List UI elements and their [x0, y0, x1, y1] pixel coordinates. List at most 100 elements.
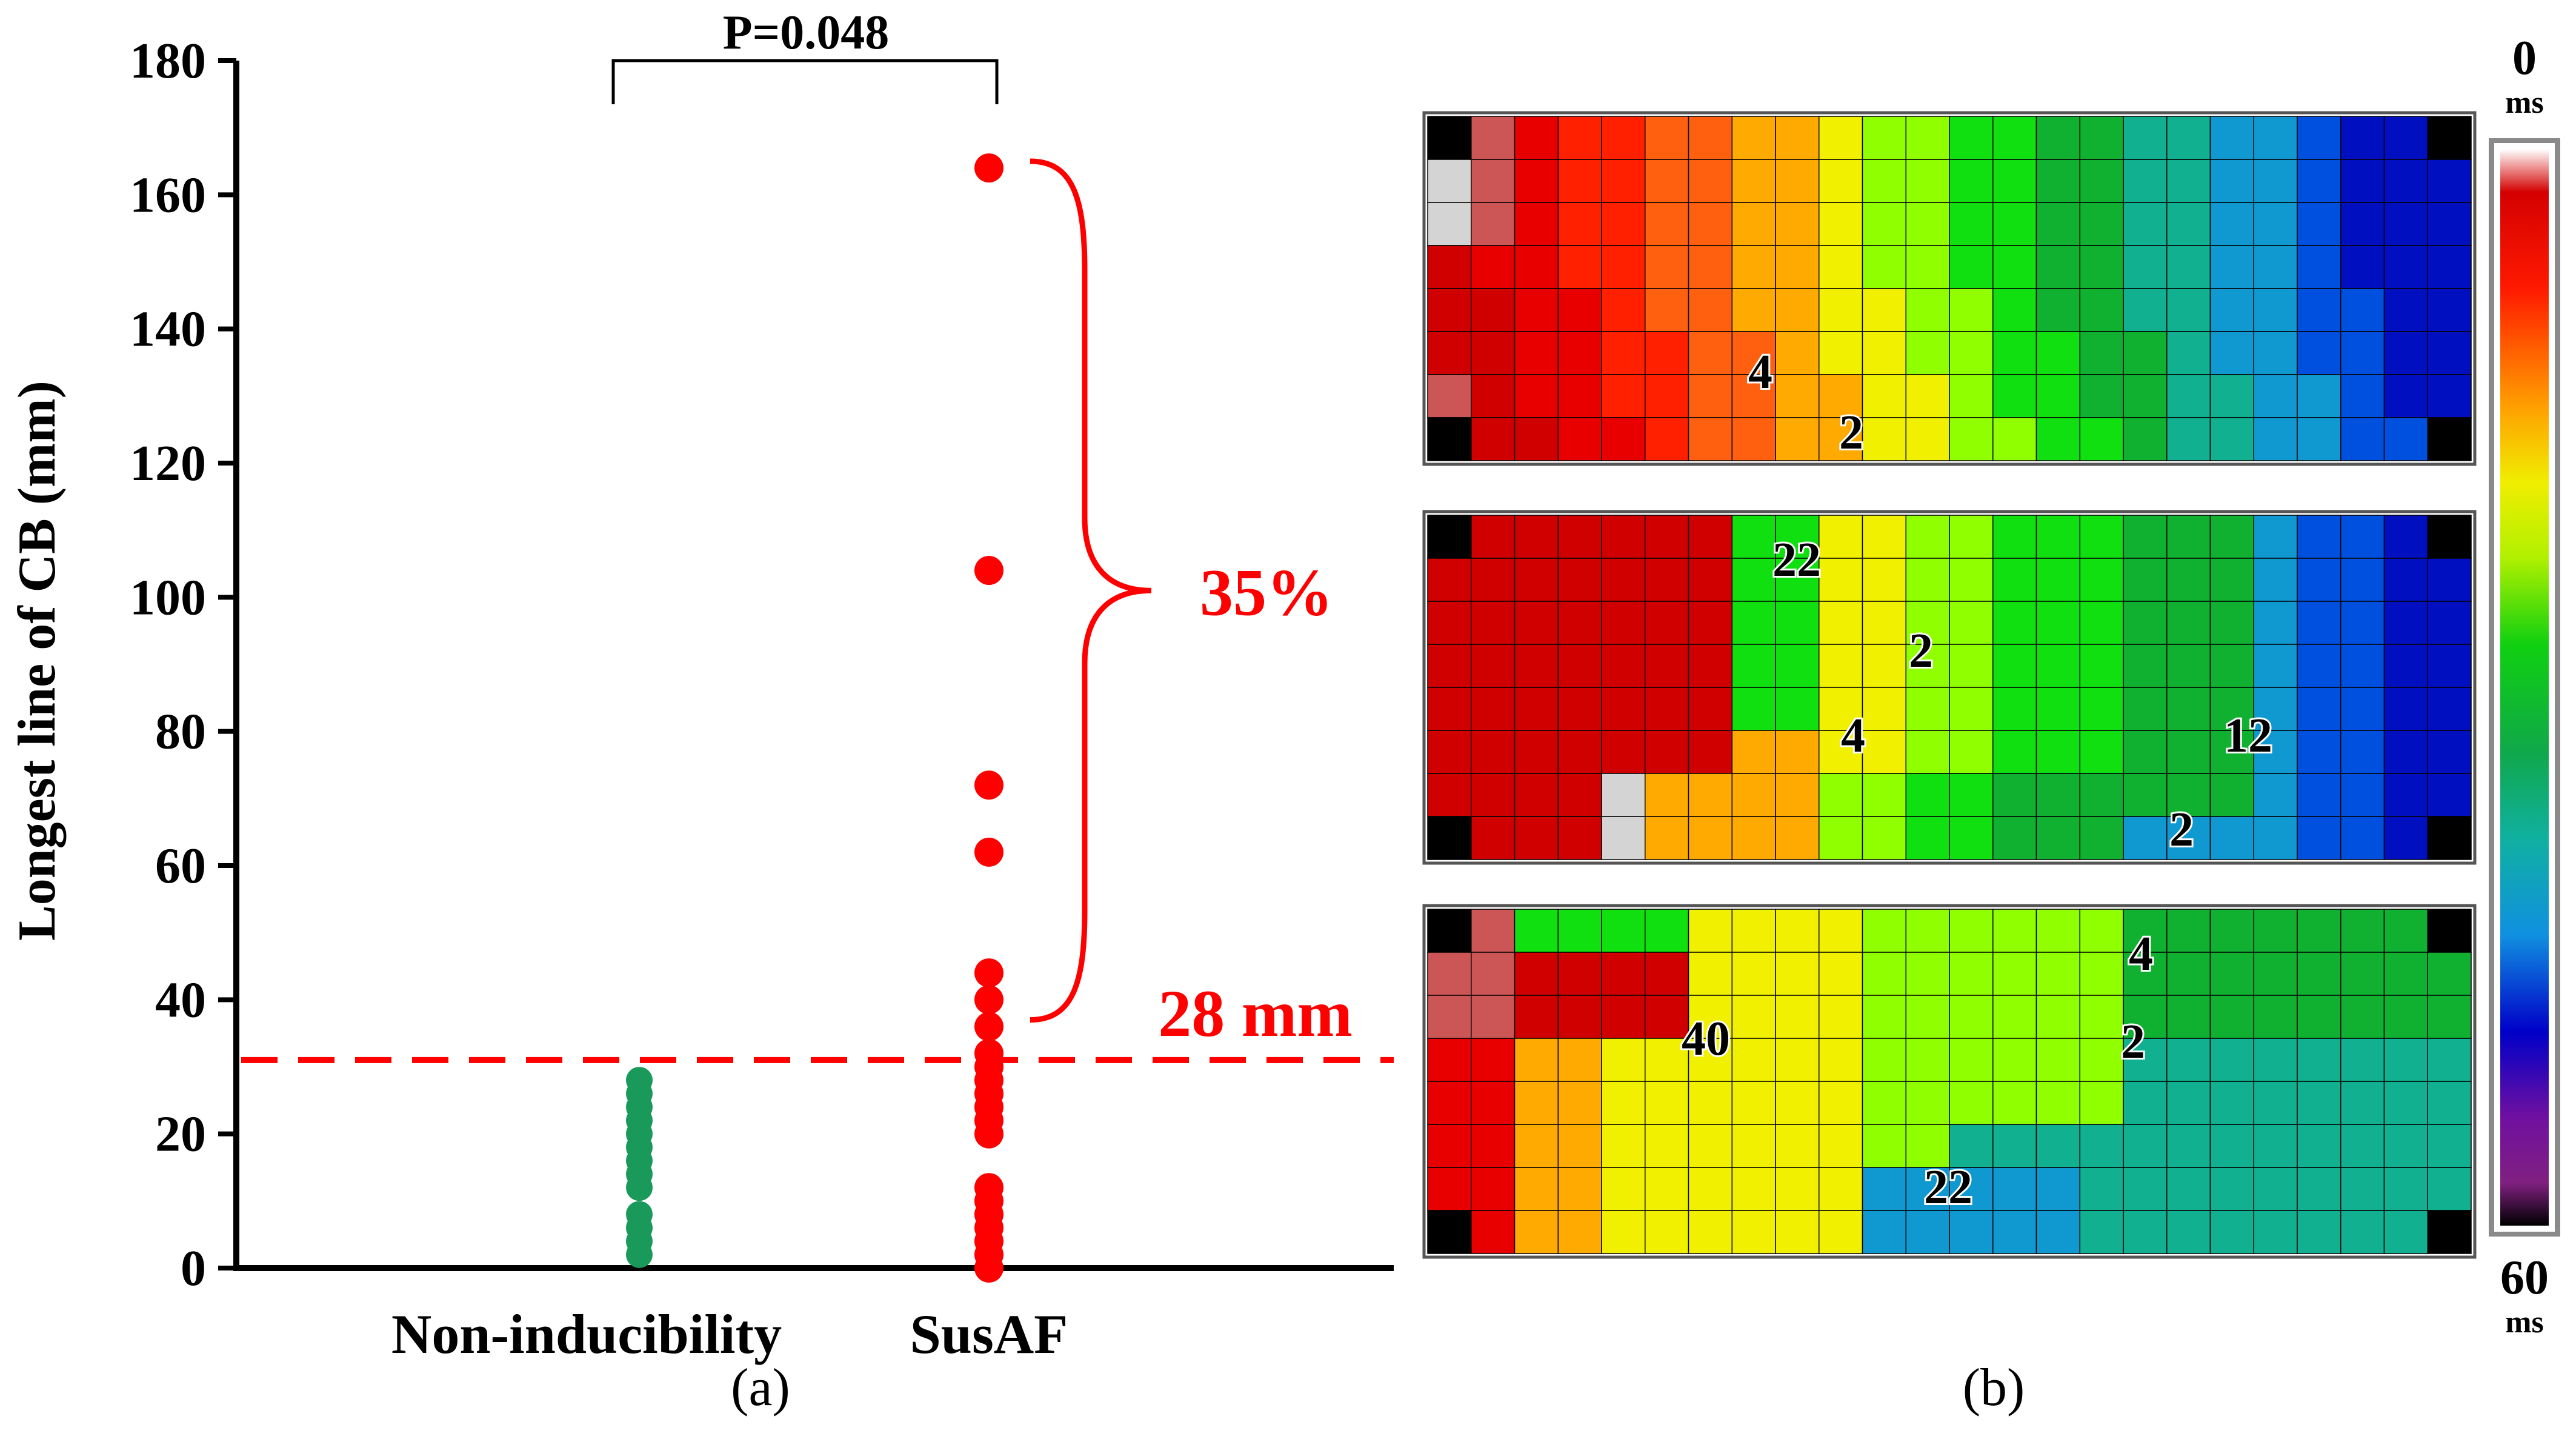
map-cell [1688, 952, 1732, 996]
panel-label-b: (b) [1963, 1358, 2025, 1417]
map-cell [2253, 417, 2298, 461]
map-cell [1775, 1038, 1820, 1082]
map-cell [2427, 374, 2472, 418]
map-cell [2253, 816, 2298, 860]
map-cell [1601, 288, 1646, 332]
map-cell [1427, 730, 1472, 774]
map-cell [2209, 816, 2254, 860]
map-cell [2253, 1038, 2298, 1082]
map-cell [1949, 995, 1994, 1039]
map-cell [1514, 558, 1559, 602]
map-cell [1819, 644, 1863, 688]
map-cell [2123, 374, 2168, 418]
map-cell [1905, 730, 1950, 774]
y-tick-label: 40 [155, 972, 206, 1028]
map-cell [2209, 1124, 2254, 1168]
map-cell [1557, 417, 1602, 461]
map-cell [1471, 1167, 1516, 1211]
map-cell [1557, 995, 1602, 1039]
map-cell [1645, 952, 1689, 996]
map-cell [1819, 245, 1863, 289]
map-cell [1688, 374, 1732, 418]
map-cell [1775, 331, 1820, 375]
map-cell [2079, 1210, 2124, 1254]
map-cell [2166, 1038, 2211, 1082]
map-cell [1992, 1210, 2037, 1254]
map-cell [2035, 116, 2080, 160]
map-cell [2035, 515, 2080, 559]
data-points [626, 153, 1003, 1283]
map-cell [1819, 331, 1863, 375]
map-cell [1471, 374, 1516, 418]
map-cell [1949, 1081, 1994, 1125]
map-cell [2079, 245, 2124, 289]
map-cell [1731, 116, 1776, 160]
map-cell [1775, 952, 1820, 996]
map-cell [2297, 1124, 2341, 1168]
map-cell [2035, 644, 2080, 688]
map-cell [2297, 331, 2341, 375]
map-cell [1645, 288, 1689, 332]
map-cell [1862, 417, 1906, 461]
map-block-label: 22 [1924, 1161, 1972, 1214]
map-cell [1992, 1038, 2037, 1082]
map-cell [2079, 374, 2124, 418]
map-cell [2383, 730, 2428, 774]
map-cell [1819, 202, 1863, 246]
map-cell [1557, 773, 1602, 817]
map-cell [1688, 1210, 1732, 1254]
map-cell [2079, 116, 2124, 160]
map-cell [1731, 773, 1776, 817]
map-cell [1949, 1038, 1994, 1082]
map-cell [1905, 687, 1950, 731]
map-cell [2209, 909, 2254, 953]
category-labels: Non-inducibility SusAF [391, 1303, 1068, 1365]
map-cell [2166, 245, 2211, 289]
map-cell [2427, 159, 2472, 203]
map-cell [1819, 558, 1863, 602]
map-cell [2209, 995, 2254, 1039]
map-cell [1557, 159, 1602, 203]
map-cell [1905, 417, 1950, 461]
map-cell [1645, 1124, 1689, 1168]
map-cell [2297, 288, 2341, 332]
map-cell [1427, 515, 1472, 559]
map-cell [1905, 159, 1950, 203]
map-cell [2297, 816, 2341, 860]
map-cell [1905, 288, 1950, 332]
y-tick-label: 100 [130, 569, 206, 626]
map-cell [1992, 558, 2037, 602]
map-cell [2166, 288, 2211, 332]
map-cell [1471, 116, 1516, 160]
y-tick-label: 120 [130, 435, 206, 492]
map-cell [2383, 1081, 2428, 1125]
map-cell [2297, 202, 2341, 246]
map-cell [1819, 687, 1863, 731]
map-cell [1819, 995, 1863, 1039]
map-cell [1601, 816, 1646, 860]
map-cell [1601, 417, 1646, 461]
map-cell [1688, 773, 1732, 817]
map-cell [1514, 417, 1559, 461]
map-cell [1905, 1038, 1950, 1082]
map-cell [2123, 1124, 2168, 1168]
map-cell [2253, 245, 2298, 289]
map-cell [1471, 687, 1516, 731]
map-cell [1862, 687, 1906, 731]
map-cell [1905, 952, 1950, 996]
map-cell [2253, 159, 2298, 203]
map-cell [2123, 687, 2168, 731]
map-cell [1514, 1210, 1559, 1254]
map-cell [2123, 515, 2168, 559]
map-cell [1427, 687, 1472, 731]
map-cell [2383, 909, 2428, 953]
map-cell [2035, 558, 2080, 602]
map-block-label: 4 [1748, 346, 1772, 399]
map-cell [2123, 1210, 2168, 1254]
map-cell [2123, 116, 2168, 160]
map-cell [1557, 687, 1602, 731]
map-cell [1514, 730, 1559, 774]
map-cell [2253, 773, 2298, 817]
map-cell [1688, 202, 1732, 246]
